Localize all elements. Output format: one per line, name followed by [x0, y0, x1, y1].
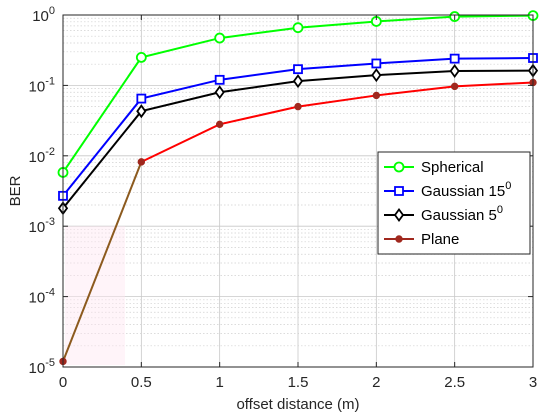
y-tick-label: 10-2 — [29, 146, 55, 166]
series-gaussian-5 — [57, 63, 539, 216]
data-point — [371, 58, 382, 69]
data-point — [135, 51, 147, 63]
y-tick-label: 10-1 — [29, 75, 55, 95]
data-point — [214, 32, 226, 44]
y-tick-label: 10-4 — [29, 287, 55, 307]
data-point — [214, 74, 225, 85]
data-point — [214, 85, 225, 100]
data-point — [137, 158, 146, 166]
data-point — [450, 82, 459, 91]
x-tick-label: 1 — [215, 374, 223, 391]
data-point — [136, 104, 147, 119]
series-line — [62, 161, 143, 362]
x-tick-labels: 0 0.5 1 1.5 2 2.5 3 — [59, 374, 537, 391]
legend-entry: Plane — [384, 231, 459, 248]
y-tick-label: 10-3 — [29, 216, 55, 236]
data-point — [372, 91, 381, 100]
data-point — [136, 93, 147, 104]
x-axis-label: offset distance (m) — [236, 396, 359, 413]
legend-entry: Gaussian 150 — [384, 180, 511, 200]
legend-label: Gaussian 50 — [421, 204, 503, 224]
y-tick-label: 100 — [32, 5, 55, 25]
data-point — [371, 68, 382, 83]
data-point — [449, 53, 460, 64]
series-layer — [57, 10, 539, 366]
legend-label: Plane — [421, 231, 459, 248]
data-point — [449, 63, 460, 79]
y-tick-labels: 10-5 10-4 10-3 10-2 10-1 100 — [29, 5, 55, 377]
data-point — [393, 161, 405, 173]
shaded-region — [65, 226, 125, 365]
legend-entry: Spherical — [384, 159, 484, 176]
x-tick-label: 1.5 — [288, 374, 309, 391]
legend-label: Spherical — [421, 159, 484, 176]
x-tick-label: 3 — [529, 374, 537, 391]
x-tick-label: 0.5 — [131, 374, 152, 391]
y-axis-label: BER — [7, 175, 24, 206]
y-tick-label: 10-5 — [29, 357, 55, 377]
data-point — [395, 235, 403, 243]
data-point — [292, 22, 304, 34]
data-point — [293, 64, 303, 75]
data-point — [394, 186, 404, 196]
legend-label: Gaussian 150 — [421, 180, 511, 200]
x-tick-label: 0 — [59, 374, 67, 391]
legend: Spherical Gaussian 150 Gaussian 50 Plane — [377, 151, 531, 255]
data-point — [294, 102, 302, 111]
shaded-region-left — [65, 226, 125, 365]
series-line — [140, 81, 534, 163]
x-tick-label: 2 — [372, 374, 380, 391]
data-point — [393, 207, 405, 223]
legend-entry: Gaussian 50 — [384, 204, 503, 224]
data-point — [215, 120, 224, 129]
data-point — [292, 74, 304, 89]
x-tick-label: 2.5 — [444, 374, 465, 391]
